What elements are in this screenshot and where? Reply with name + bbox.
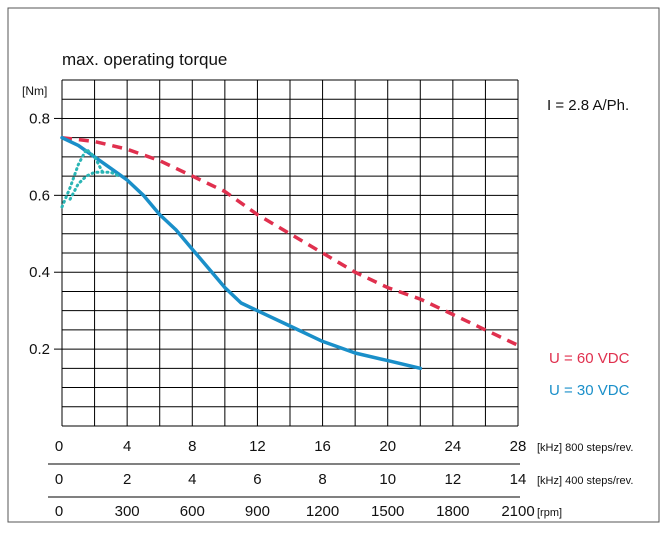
x-tick-label: 1800 (436, 503, 469, 520)
x-tick-label: 28 (510, 438, 527, 455)
x-tick-label: 0 (55, 503, 63, 520)
y-tick-label: 0.4 (29, 264, 50, 281)
x-tick-label: 10 (379, 471, 396, 488)
y-tick-label: 0.2 (29, 341, 50, 358)
x-axis-unit: [kHz] 800 steps/rev. (537, 442, 633, 454)
chart-border (7, 7, 660, 523)
x-tick-label: 2 (123, 471, 131, 488)
axes-layer: 0.20.40.60.80 4 8 12 16 20 24 28 [kHz] 800 steps… (29, 110, 633, 520)
x-tick-label: 24 (445, 438, 462, 455)
legend-entry: U = 30 VDC (549, 382, 630, 399)
resonance-curve (60, 146, 105, 209)
x-tick-label: 8 (188, 438, 196, 455)
x-tick-label: 4 (123, 438, 131, 455)
chart-title: max. operating torque (62, 50, 227, 69)
x-tick-label: 16 (314, 438, 331, 455)
x-tick-label: 6 (253, 471, 261, 488)
current-annotation: I = 2.8 A/Ph. (547, 97, 629, 114)
legend-entry: U = 60 VDC (549, 350, 630, 367)
resonance-curve (68, 170, 121, 201)
x-tick-label: 12 (445, 471, 462, 488)
x-tick-label: 14 (510, 471, 527, 488)
x-tick-label: 12 (249, 438, 266, 455)
x-tick-label: 20 (379, 438, 396, 455)
y-tick-label: 0.6 (29, 187, 50, 204)
series-line (60, 135, 423, 371)
x-tick-label: 4 (188, 471, 196, 488)
x-tick-label: 300 (115, 503, 140, 520)
x-tick-label: 0 (55, 438, 63, 455)
series-layer (60, 135, 519, 371)
x-tick-label: 0 (55, 471, 63, 488)
y-tick-label: 0.8 (29, 110, 50, 127)
grid-layer (61, 79, 519, 427)
x-tick-label: 1200 (306, 503, 339, 520)
series-line (61, 135, 519, 347)
x-tick-label: 900 (245, 503, 270, 520)
x-axis-unit: [rpm] (537, 507, 562, 519)
legend-layer: U = 60 VDC U = 30 VDC (549, 350, 630, 399)
x-tick-label: 8 (318, 471, 326, 488)
y-axis-label: [Nm] (22, 84, 47, 98)
x-tick-label: 2100 (501, 503, 534, 520)
x-tick-label: 600 (180, 503, 205, 520)
x-axis-unit: [kHz] 400 steps/rev. (537, 475, 633, 487)
x-tick-label: 1500 (371, 503, 404, 520)
